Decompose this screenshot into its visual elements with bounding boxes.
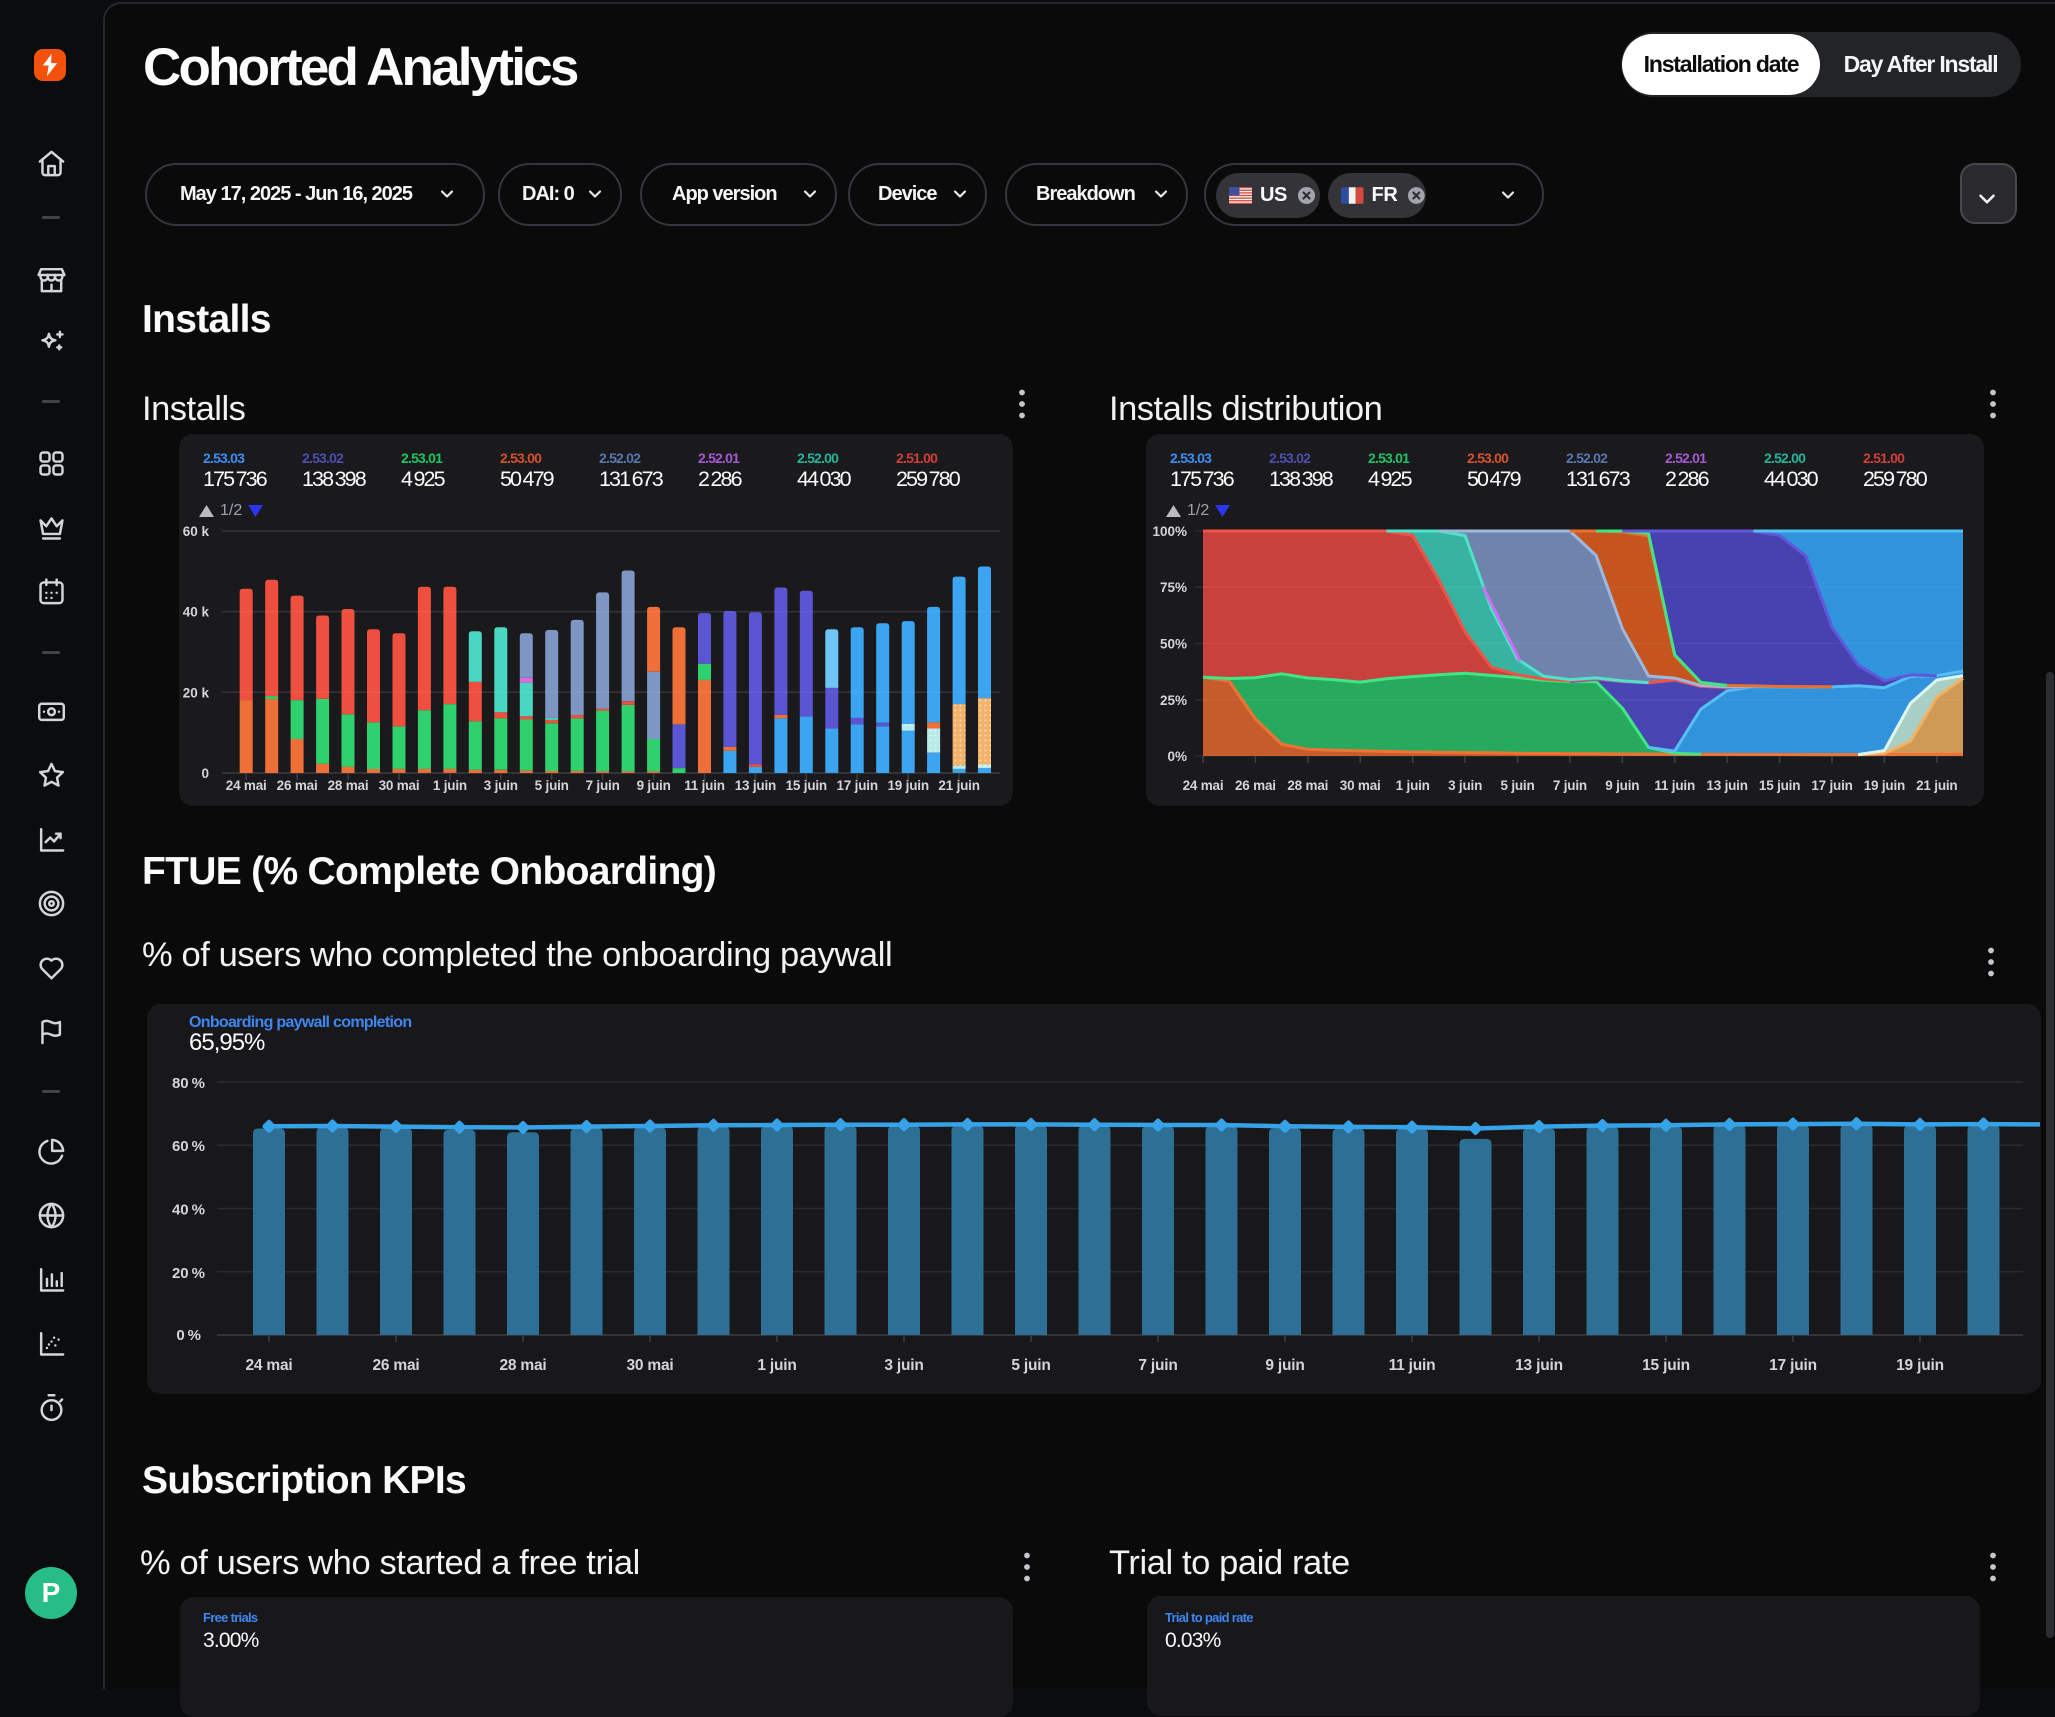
svg-text:75%: 75%	[1160, 580, 1187, 595]
svg-text:13 juin: 13 juin	[1515, 1357, 1563, 1374]
svg-text:26 mai: 26 mai	[277, 778, 318, 793]
svg-text:3 juin: 3 juin	[1448, 778, 1482, 793]
svg-text:21 juin: 21 juin	[938, 778, 979, 793]
svg-text:11 juin: 11 juin	[684, 778, 725, 793]
svg-text:21 juin: 21 juin	[1916, 778, 1957, 793]
svg-text:13 juin: 13 juin	[1706, 778, 1747, 793]
svg-text:0 %: 0 %	[176, 1327, 201, 1344]
svg-text:30 mai: 30 mai	[626, 1357, 673, 1374]
svg-text:80 %: 80 %	[172, 1075, 205, 1092]
svg-text:13 juin: 13 juin	[735, 778, 776, 793]
svg-text:28 mai: 28 mai	[328, 778, 369, 793]
svg-text:7 juin: 7 juin	[1138, 1357, 1177, 1374]
svg-text:19 juin: 19 juin	[888, 778, 929, 793]
svg-text:5 juin: 5 juin	[1500, 778, 1534, 793]
svg-text:1 juin: 1 juin	[757, 1357, 796, 1374]
svg-text:28 mai: 28 mai	[1287, 778, 1328, 793]
svg-text:9 juin: 9 juin	[1265, 1357, 1304, 1374]
svg-text:24 mai: 24 mai	[245, 1357, 292, 1374]
svg-text:28 mai: 28 mai	[499, 1357, 546, 1374]
svg-text:7 juin: 7 juin	[586, 778, 620, 793]
svg-text:30 mai: 30 mai	[1340, 778, 1381, 793]
svg-text:60 k: 60 k	[183, 524, 210, 539]
svg-text:26 mai: 26 mai	[1235, 778, 1276, 793]
svg-text:19 juin: 19 juin	[1864, 778, 1905, 793]
svg-text:19 juin: 19 juin	[1896, 1357, 1944, 1374]
svg-text:25%: 25%	[1160, 693, 1187, 708]
svg-text:11 juin: 11 juin	[1654, 778, 1695, 793]
svg-text:3 juin: 3 juin	[484, 778, 518, 793]
svg-text:24 mai: 24 mai	[1183, 778, 1224, 793]
svg-text:15 juin: 15 juin	[1759, 778, 1800, 793]
svg-text:100%: 100%	[1152, 524, 1187, 539]
svg-text:9 juin: 9 juin	[637, 778, 671, 793]
svg-text:50%: 50%	[1160, 637, 1187, 652]
svg-text:9 juin: 9 juin	[1605, 778, 1639, 793]
svg-text:30 mai: 30 mai	[379, 778, 420, 793]
svg-text:5 juin: 5 juin	[535, 778, 569, 793]
svg-text:24 mai: 24 mai	[226, 778, 267, 793]
svg-text:0: 0	[201, 766, 209, 781]
svg-text:17 juin: 17 juin	[1811, 778, 1852, 793]
svg-text:40 %: 40 %	[172, 1202, 205, 1219]
svg-text:40 k: 40 k	[183, 605, 210, 620]
svg-text:1 juin: 1 juin	[433, 778, 467, 793]
svg-text:17 juin: 17 juin	[1769, 1357, 1817, 1374]
svg-text:3 juin: 3 juin	[884, 1357, 923, 1374]
svg-text:15 juin: 15 juin	[1642, 1357, 1690, 1374]
svg-text:20 %: 20 %	[172, 1265, 205, 1282]
svg-text:11 juin: 11 juin	[1389, 1357, 1436, 1374]
svg-text:5 juin: 5 juin	[1011, 1357, 1050, 1374]
svg-text:1 juin: 1 juin	[1396, 778, 1430, 793]
svg-text:15 juin: 15 juin	[786, 778, 827, 793]
svg-text:20 k: 20 k	[183, 685, 210, 700]
svg-text:7 juin: 7 juin	[1553, 778, 1587, 793]
svg-text:17 juin: 17 juin	[837, 778, 878, 793]
svg-text:60 %: 60 %	[172, 1138, 205, 1155]
svg-text:0%: 0%	[1167, 749, 1187, 764]
svg-text:26 mai: 26 mai	[372, 1357, 419, 1374]
